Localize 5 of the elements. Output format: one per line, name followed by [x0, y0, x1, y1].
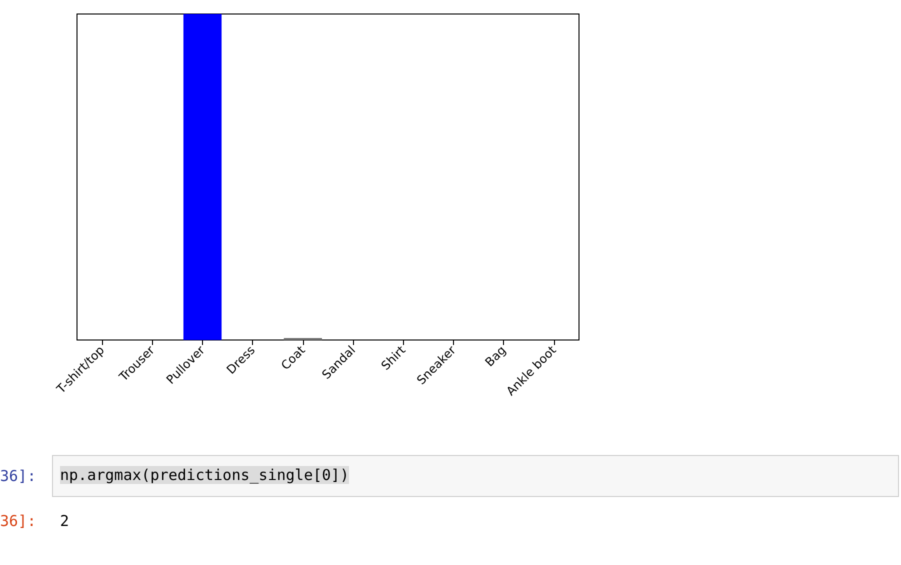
x-tick-label: Bag	[482, 343, 509, 370]
text: 36]:	[0, 467, 36, 485]
text: np.argmax(predictions_single[0])	[60, 466, 349, 484]
text: 36]:	[0, 512, 36, 530]
text: 2	[60, 512, 70, 530]
